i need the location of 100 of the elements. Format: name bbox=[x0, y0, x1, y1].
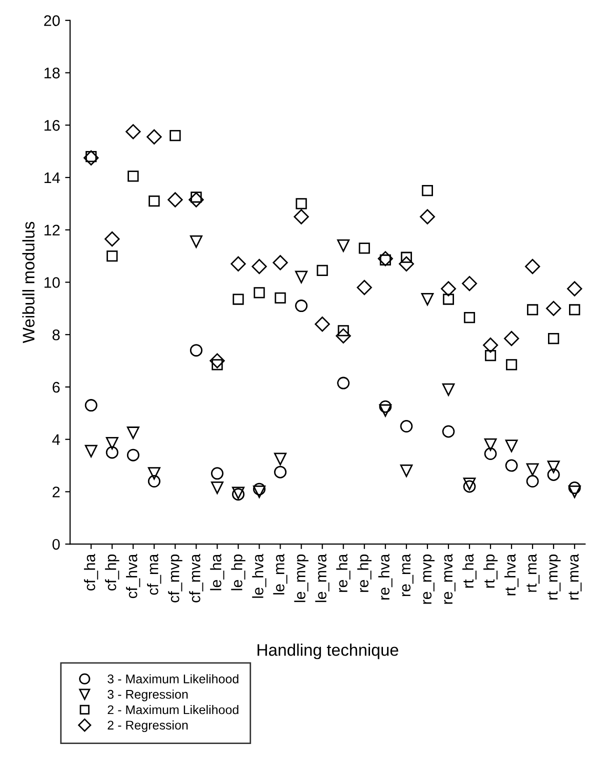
point bbox=[126, 426, 140, 440]
point bbox=[548, 332, 560, 344]
point bbox=[294, 209, 309, 224]
point bbox=[296, 198, 307, 210]
point bbox=[254, 287, 265, 298]
point bbox=[128, 170, 139, 182]
point bbox=[106, 446, 118, 459]
legend-label: 2 - Maximum Likelihood bbox=[108, 705, 238, 714]
point bbox=[524, 258, 540, 274]
point bbox=[379, 400, 392, 413]
point bbox=[314, 316, 330, 332]
point bbox=[378, 251, 393, 266]
x-tick-label: le_hp bbox=[231, 554, 246, 590]
point bbox=[146, 129, 162, 144]
point bbox=[526, 463, 539, 476]
x-tick-label: rt_ha bbox=[462, 554, 476, 588]
point bbox=[506, 359, 518, 370]
x-tick-label: re_hva bbox=[378, 554, 392, 600]
y-tick-label: 18 bbox=[44, 68, 60, 78]
point bbox=[567, 281, 582, 296]
point bbox=[84, 150, 99, 166]
x-tick-label: cf_hva bbox=[126, 554, 140, 598]
point bbox=[568, 482, 581, 494]
point bbox=[356, 280, 372, 296]
point bbox=[210, 482, 224, 494]
point bbox=[421, 293, 434, 306]
point bbox=[442, 294, 454, 305]
point bbox=[253, 482, 266, 496]
point bbox=[148, 196, 160, 207]
point bbox=[253, 485, 266, 498]
x-tick-label: cf_ma bbox=[147, 554, 162, 595]
x-tick-label: cf_hp bbox=[105, 554, 120, 591]
point bbox=[210, 467, 224, 480]
x-tick-label: le_mva bbox=[315, 554, 330, 602]
point bbox=[252, 258, 267, 274]
point bbox=[274, 452, 287, 466]
point bbox=[379, 404, 392, 417]
x-tick-label: rt_hva bbox=[504, 554, 519, 596]
point bbox=[547, 468, 560, 481]
legend-label: 3 - Regression bbox=[108, 690, 188, 702]
y-tick-label: 6 bbox=[52, 382, 60, 393]
y-tick-label: 12 bbox=[44, 224, 60, 236]
point bbox=[190, 344, 202, 357]
point bbox=[188, 192, 204, 208]
x-tick-label: le_ma bbox=[273, 554, 288, 594]
point bbox=[148, 467, 160, 480]
point bbox=[126, 448, 140, 462]
point bbox=[440, 281, 456, 296]
y-tick-label: 2 bbox=[52, 486, 60, 498]
point bbox=[358, 242, 370, 254]
legend-label: 3 - Maximum Likelihood bbox=[108, 674, 238, 684]
x-tick-label: re_mva bbox=[444, 554, 456, 604]
point bbox=[170, 130, 181, 142]
y-tick-label: 0 bbox=[52, 538, 60, 550]
point bbox=[295, 300, 308, 312]
point bbox=[504, 330, 520, 346]
x-tick-label: re_mvp bbox=[423, 554, 435, 604]
point bbox=[106, 437, 118, 450]
point bbox=[526, 475, 539, 488]
x-tick-label: re_ha bbox=[336, 554, 350, 592]
point bbox=[526, 304, 538, 316]
point bbox=[569, 304, 580, 316]
point bbox=[232, 294, 244, 305]
x-tick-label: le_hva bbox=[252, 554, 266, 598]
x-tick-label: rt_mva bbox=[568, 554, 582, 600]
point bbox=[295, 270, 308, 284]
x-tick-label: le_ha bbox=[210, 554, 224, 590]
point bbox=[210, 353, 225, 368]
point bbox=[400, 464, 413, 478]
point bbox=[148, 475, 160, 488]
x-tick-label: cf_ha bbox=[84, 554, 98, 591]
point bbox=[106, 250, 118, 262]
point bbox=[484, 350, 496, 362]
point bbox=[230, 256, 246, 272]
point bbox=[168, 192, 183, 208]
point bbox=[420, 209, 436, 224]
x-axis-title: Handling technique bbox=[258, 644, 398, 660]
point bbox=[442, 383, 455, 396]
x-tick-label: cf_mva bbox=[189, 554, 204, 602]
point bbox=[505, 440, 518, 452]
point bbox=[484, 448, 497, 460]
point bbox=[272, 255, 288, 270]
y-tick-label: 8 bbox=[52, 329, 60, 340]
point bbox=[336, 328, 351, 344]
point bbox=[316, 264, 328, 276]
point bbox=[104, 231, 120, 247]
point bbox=[274, 292, 286, 304]
y-tick-label: 14 bbox=[44, 172, 60, 184]
y-tick-label: 10 bbox=[44, 277, 60, 288]
legend-label: 2 - Regression bbox=[108, 720, 188, 732]
x-tick-label: re_hp bbox=[357, 554, 372, 592]
x-tick-label: re_ma bbox=[402, 554, 414, 596]
y-tick-label: 4 bbox=[52, 434, 60, 445]
point bbox=[546, 300, 562, 316]
point bbox=[505, 459, 518, 472]
y-tick-label: 20 bbox=[44, 15, 60, 26]
point bbox=[482, 338, 498, 353]
point bbox=[126, 124, 141, 140]
point bbox=[462, 276, 478, 292]
point bbox=[568, 485, 581, 498]
